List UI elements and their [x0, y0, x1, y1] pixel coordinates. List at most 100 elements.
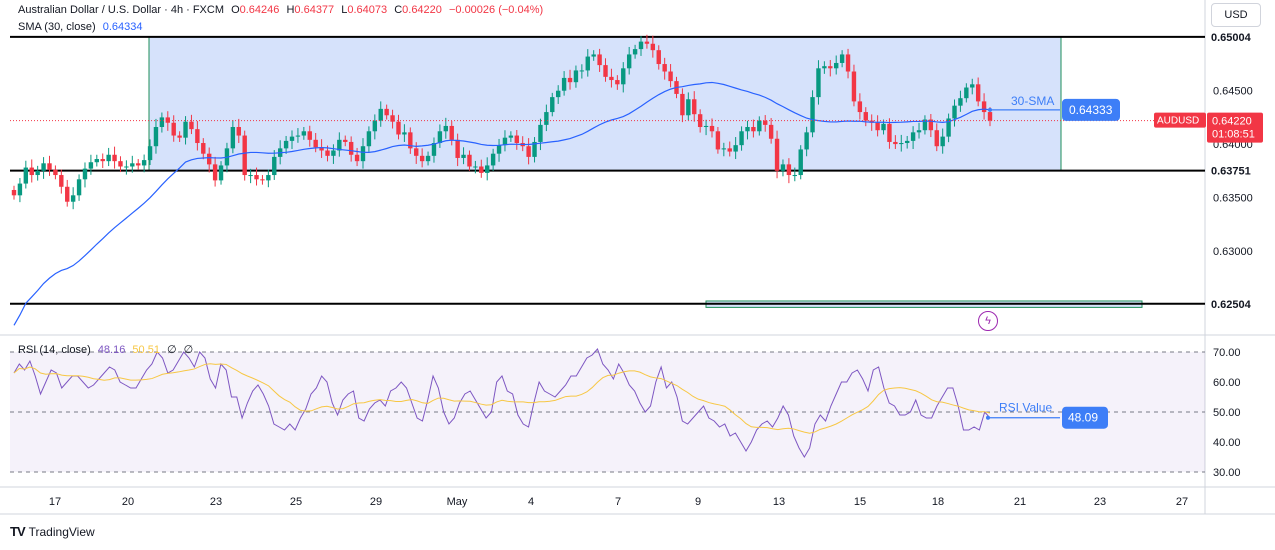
rsi-tick-label: 30.00 [1213, 467, 1241, 479]
candle-body [183, 121, 188, 138]
flash-icon[interactable]: ϟ [978, 311, 998, 331]
candle-body [70, 195, 76, 202]
candle-body [331, 150, 336, 156]
candle-body [774, 138, 780, 171]
candle-body [526, 146, 531, 157]
candle-body [242, 135, 247, 176]
candle-body [189, 121, 194, 130]
candle-body [981, 101, 987, 113]
time-tick-label: 17 [49, 496, 61, 508]
candle-body [313, 139, 318, 148]
time-tick-label: 18 [932, 496, 944, 508]
candle-body [390, 115, 395, 122]
time-tick-label: 23 [1094, 496, 1106, 508]
currency-button[interactable]: USD [1211, 3, 1261, 27]
sma-line [13, 81, 991, 326]
candle-body [230, 127, 236, 149]
candle-body [295, 135, 301, 137]
candle-body [485, 165, 490, 173]
candle-body [136, 163, 141, 166]
sma-legend[interactable]: SMA (30, close) 0.64334 [18, 21, 146, 33]
candle-body [573, 70, 579, 83]
rsi-tick-label: 50.00 [1213, 407, 1241, 419]
candle-body [910, 132, 916, 141]
candle-body [248, 175, 253, 177]
candle-body [384, 108, 389, 116]
candle-body [272, 156, 277, 176]
candle-body [47, 163, 52, 170]
symbol-title[interactable]: Australian Dollar / U.S. Dollar · 4h · F… [18, 4, 224, 16]
candle-body [94, 159, 100, 163]
tradingview-logo[interactable]: TV TradingView [10, 524, 95, 539]
candle-body [337, 139, 342, 151]
candle-body [816, 68, 821, 98]
high-value: 0.64377 [294, 4, 335, 16]
candle-body [348, 141, 354, 155]
level-label-bg [1207, 161, 1263, 180]
candle-body [727, 148, 732, 152]
candle-body [467, 154, 472, 167]
time-tick-label: May [447, 496, 468, 508]
candle-body [17, 183, 23, 196]
candle-body [603, 65, 608, 77]
candle-body [739, 131, 744, 146]
candle-body [887, 123, 892, 142]
candle-body [544, 112, 549, 125]
low-value: 0.64073 [347, 4, 388, 16]
price-tick-label: 0.63500 [1213, 192, 1253, 204]
candle-body [319, 147, 324, 151]
candle-body [733, 145, 738, 152]
symbol-tag-text: AUDUSD [1157, 116, 1199, 127]
rsi-legend[interactable]: RSI (14, close) 48.16 50.51 ∅ ∅ [18, 344, 194, 356]
candle-body [709, 125, 715, 132]
candle-body [201, 143, 206, 154]
candle-body [23, 167, 29, 184]
candles [11, 34, 993, 210]
sma-legend-label: SMA (30, close) [18, 21, 96, 33]
candle-body [680, 93, 685, 116]
candle-body [893, 141, 898, 145]
candle-body [810, 97, 815, 133]
candle-body [82, 168, 88, 180]
candle-body [922, 119, 928, 131]
candle-body [798, 149, 803, 176]
level-label: 0.62504 [1211, 299, 1252, 311]
candle-body [875, 122, 880, 131]
candle-body [218, 165, 224, 181]
candle-body [656, 50, 661, 65]
candle-body [822, 66, 827, 69]
candle-body [461, 154, 466, 158]
candle-body [153, 127, 159, 147]
sma-callout-value: 0.64333 [1069, 103, 1113, 117]
candle-body [283, 140, 289, 149]
symbol-header: Australian Dollar / U.S. Dollar · 4h · F… [18, 4, 544, 16]
candle-body [195, 129, 200, 144]
candle-body [555, 90, 561, 98]
candle-body [100, 159, 105, 162]
rsi-legend-value: 48.16 [97, 344, 126, 356]
candle-body [289, 136, 295, 141]
candle-body [378, 108, 383, 121]
candle-body [266, 175, 271, 181]
candle-body [804, 132, 809, 150]
candle-body [437, 131, 443, 144]
candle-body [763, 120, 768, 125]
candle-body [207, 153, 212, 165]
candle-body [703, 125, 709, 128]
candle-body [585, 56, 590, 71]
candle-body [786, 164, 792, 176]
candle-body [372, 120, 378, 132]
price-tick-label: 0.63000 [1213, 246, 1253, 258]
candle-body [360, 146, 366, 162]
candle-body [940, 136, 945, 147]
candle-body [632, 49, 638, 55]
change-value: −0.00026 (−0.04%) [448, 4, 544, 16]
candle-body [904, 140, 910, 144]
candle-body [301, 131, 307, 136]
candle-body [899, 143, 904, 145]
candle-body [987, 112, 993, 121]
candle-body [561, 77, 567, 91]
time-tick-label: 27 [1176, 496, 1188, 508]
candle-body [212, 164, 218, 181]
